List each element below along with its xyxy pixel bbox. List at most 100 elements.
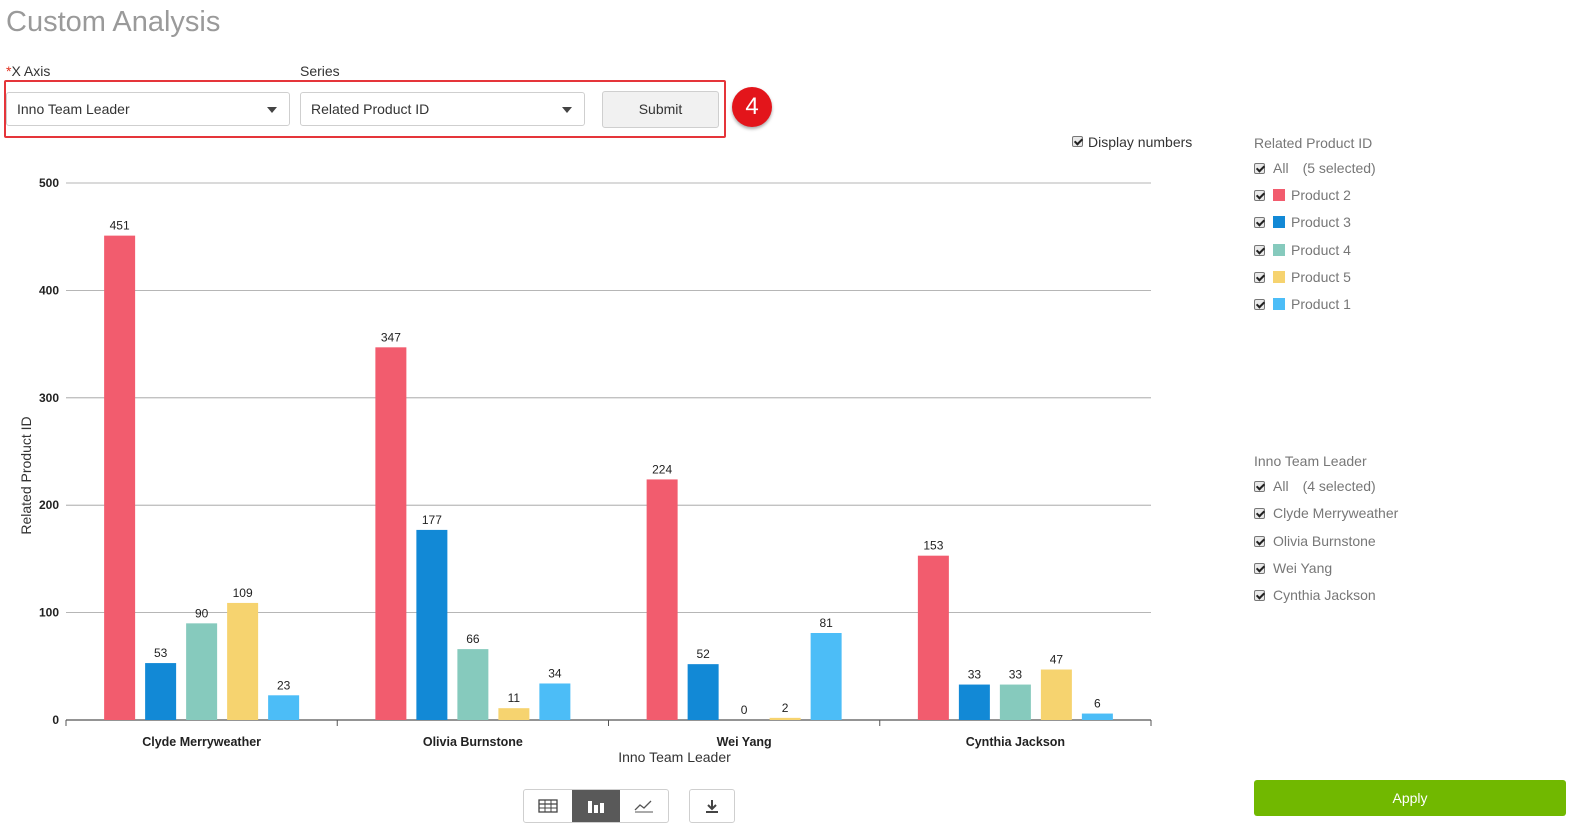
product-filter-all[interactable]: All (5 selected) bbox=[1254, 159, 1376, 177]
y-tick-label: 100 bbox=[39, 606, 59, 620]
product-checkbox[interactable] bbox=[1254, 217, 1265, 228]
data-label: 177 bbox=[422, 513, 442, 527]
y-tick-label: 400 bbox=[39, 283, 59, 297]
leader-checkbox[interactable] bbox=[1254, 536, 1265, 547]
product-label: Product 3 bbox=[1291, 214, 1351, 230]
product-all-checkbox[interactable] bbox=[1254, 163, 1265, 174]
page-title: Custom Analysis bbox=[6, 6, 220, 39]
bar bbox=[145, 663, 176, 720]
display-numbers-toggle[interactable]: Display numbers bbox=[1072, 134, 1192, 150]
data-label: 11 bbox=[508, 691, 521, 705]
bar-chart: 0100200300400500451539010923Clyde Merryw… bbox=[0, 160, 1190, 780]
leader-checkbox[interactable] bbox=[1254, 563, 1265, 574]
product-label: Product 2 bbox=[1291, 187, 1351, 203]
data-label: 66 bbox=[466, 632, 480, 646]
leader-filter-item[interactable]: Wei Yang bbox=[1254, 559, 1332, 577]
series-select-value: Related Product ID bbox=[311, 101, 429, 117]
data-label: 109 bbox=[233, 586, 253, 600]
product-checkbox[interactable] bbox=[1254, 299, 1265, 310]
leader-checkbox[interactable] bbox=[1254, 590, 1265, 601]
data-label: 52 bbox=[696, 647, 710, 661]
bar bbox=[268, 695, 299, 720]
leader-label: Cynthia Jackson bbox=[1273, 587, 1376, 603]
series-label: Series bbox=[300, 63, 340, 79]
leader-label: Wei Yang bbox=[1273, 560, 1332, 576]
x-tick-label: Clyde Merryweather bbox=[142, 735, 261, 749]
bar bbox=[1041, 670, 1072, 720]
bar bbox=[1082, 714, 1113, 720]
bar-chart-icon bbox=[586, 798, 606, 814]
leader-all-checkbox[interactable] bbox=[1254, 481, 1265, 492]
product-selected-count: (5 selected) bbox=[1303, 160, 1376, 176]
leader-filter-item[interactable]: Cynthia Jackson bbox=[1254, 586, 1376, 604]
x-axis-label: *X Axis bbox=[6, 63, 50, 79]
data-label: 0 bbox=[741, 703, 748, 717]
bar bbox=[457, 649, 488, 720]
table-icon bbox=[538, 799, 558, 813]
download-button[interactable] bbox=[689, 789, 735, 823]
apply-button[interactable]: Apply bbox=[1254, 780, 1566, 816]
product-filter-item[interactable]: Product 1 bbox=[1254, 295, 1351, 313]
product-checkbox[interactable] bbox=[1254, 190, 1265, 201]
leader-filter-all[interactable]: All(4 selected) bbox=[1254, 477, 1376, 495]
download-icon bbox=[704, 798, 720, 814]
data-label: 34 bbox=[548, 666, 562, 680]
line-chart-icon bbox=[634, 799, 654, 813]
series-select[interactable]: Related Product ID bbox=[300, 92, 585, 126]
product-filter-item[interactable]: Product 2 bbox=[1254, 186, 1351, 204]
data-label: 347 bbox=[381, 330, 401, 344]
display-numbers-checkbox[interactable] bbox=[1072, 136, 1083, 147]
data-label: 6 bbox=[1094, 697, 1101, 711]
product-label: Product 1 bbox=[1291, 296, 1351, 312]
table-view-button[interactable] bbox=[524, 790, 572, 822]
product-filter-item[interactable]: Product 5 bbox=[1254, 268, 1351, 286]
bar bbox=[918, 556, 949, 720]
leader-filter-item[interactable]: Olivia Burnstone bbox=[1254, 532, 1376, 550]
product-all-label: All bbox=[1273, 160, 1289, 176]
leader-selected-count: (4 selected) bbox=[1303, 478, 1376, 494]
x-axis-select-value: Inno Team Leader bbox=[17, 101, 130, 117]
bar bbox=[227, 603, 258, 720]
y-tick-label: 0 bbox=[52, 713, 59, 727]
data-label: 33 bbox=[968, 668, 982, 682]
y-axis-title: Related Product ID bbox=[18, 416, 34, 534]
data-label: 53 bbox=[154, 646, 168, 660]
display-numbers-label: Display numbers bbox=[1088, 134, 1192, 150]
line-view-button[interactable] bbox=[620, 790, 668, 822]
chart-view-toggle bbox=[523, 789, 669, 823]
legend-swatch bbox=[1273, 298, 1285, 310]
bar bbox=[688, 664, 719, 720]
bar bbox=[498, 708, 529, 720]
bar-view-button[interactable] bbox=[572, 790, 620, 822]
leader-label: Olivia Burnstone bbox=[1273, 533, 1376, 549]
product-label: Product 5 bbox=[1291, 269, 1351, 285]
product-checkbox[interactable] bbox=[1254, 272, 1265, 283]
bar bbox=[375, 347, 406, 720]
data-label: 47 bbox=[1050, 653, 1064, 667]
leader-checkbox[interactable] bbox=[1254, 508, 1265, 519]
bar bbox=[770, 718, 801, 720]
product-filter-item[interactable]: Product 4 bbox=[1254, 241, 1351, 259]
data-label: 224 bbox=[652, 462, 672, 476]
bar bbox=[1000, 685, 1031, 720]
bar bbox=[959, 685, 990, 720]
data-label: 23 bbox=[277, 678, 291, 692]
x-axis-select[interactable]: Inno Team Leader bbox=[6, 92, 290, 126]
product-checkbox[interactable] bbox=[1254, 245, 1265, 256]
caret-down-icon bbox=[267, 107, 277, 113]
leader-filter-item[interactable]: Clyde Merryweather bbox=[1254, 504, 1398, 522]
product-filter-item[interactable]: Product 3 bbox=[1254, 213, 1351, 231]
submit-button[interactable]: Submit bbox=[602, 91, 719, 128]
bar bbox=[647, 479, 678, 720]
data-label: 451 bbox=[110, 219, 130, 233]
product-filter-title: Related Product ID bbox=[1254, 135, 1372, 151]
x-tick-label: Olivia Burnstone bbox=[423, 735, 523, 749]
leader-label: Clyde Merryweather bbox=[1273, 505, 1398, 521]
y-tick-label: 300 bbox=[39, 391, 59, 405]
data-label: 153 bbox=[923, 539, 943, 553]
data-label: 90 bbox=[195, 606, 209, 620]
bar bbox=[186, 623, 217, 720]
y-tick-label: 500 bbox=[39, 176, 59, 190]
bar bbox=[539, 683, 570, 720]
x-axis-label-text: X Axis bbox=[11, 63, 50, 79]
